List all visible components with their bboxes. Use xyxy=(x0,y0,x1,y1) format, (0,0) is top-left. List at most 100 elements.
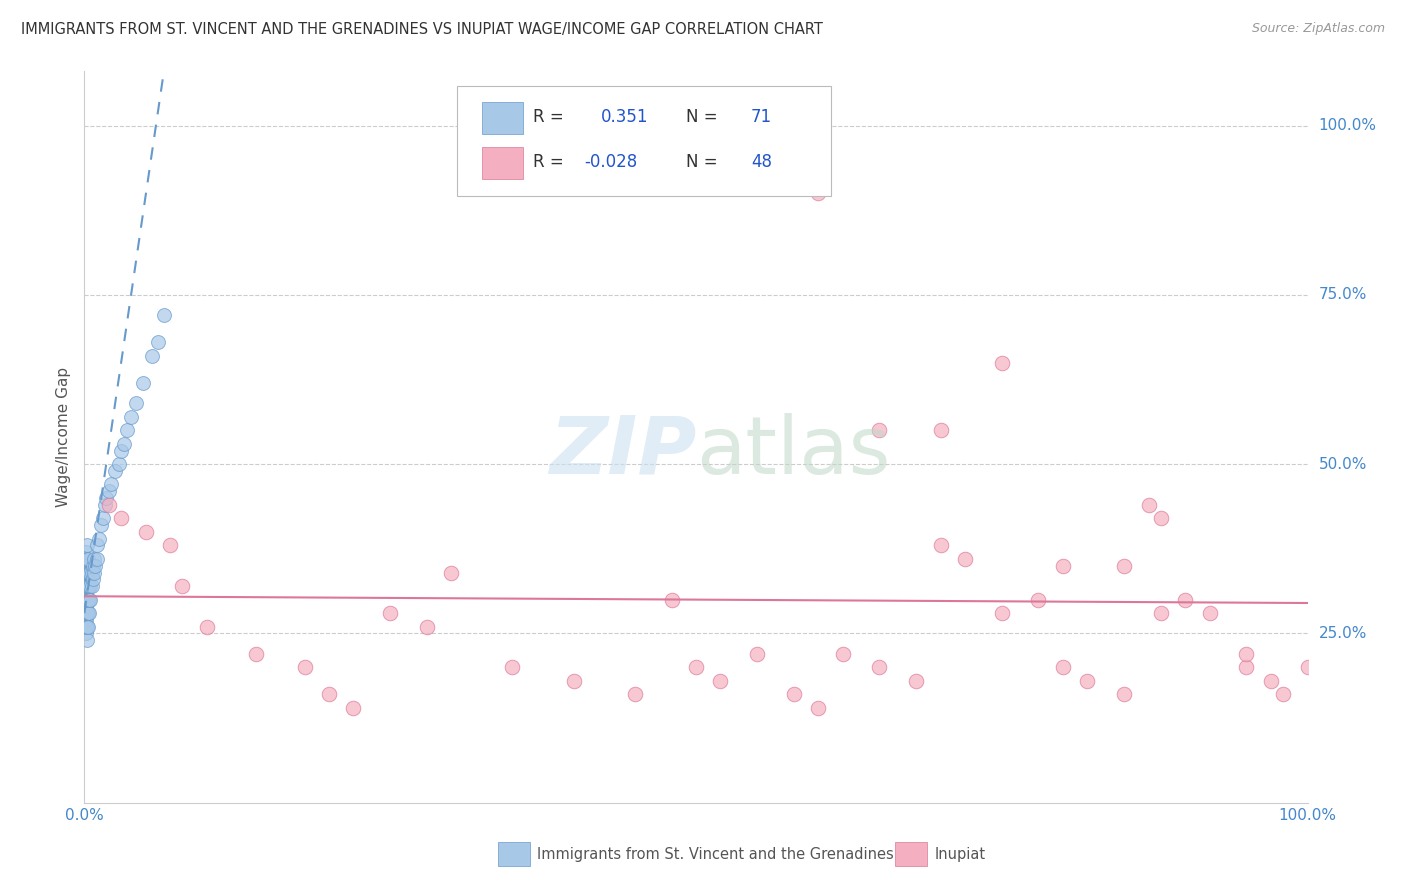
Text: Immigrants from St. Vincent and the Grenadines: Immigrants from St. Vincent and the Gren… xyxy=(537,847,894,862)
Point xyxy=(294,660,316,674)
Point xyxy=(905,673,928,688)
Point xyxy=(1236,647,1258,661)
Point xyxy=(1052,660,1074,674)
Point xyxy=(73,579,96,593)
Point xyxy=(86,552,108,566)
Point xyxy=(75,592,97,607)
Text: N =: N = xyxy=(686,109,723,127)
Point xyxy=(75,579,97,593)
Text: Inupiat: Inupiat xyxy=(935,847,986,862)
Text: -0.028: -0.028 xyxy=(585,153,638,171)
Point xyxy=(120,409,142,424)
Text: 0.351: 0.351 xyxy=(600,109,648,127)
Point xyxy=(1137,498,1160,512)
Point xyxy=(1150,606,1173,620)
Point xyxy=(91,511,114,525)
Point xyxy=(1260,673,1282,688)
Point xyxy=(75,586,97,600)
Point xyxy=(195,620,218,634)
Point xyxy=(73,592,96,607)
Point xyxy=(75,599,97,614)
Point xyxy=(1272,688,1295,702)
Point xyxy=(73,572,96,586)
Point xyxy=(73,586,96,600)
Point xyxy=(73,552,96,566)
Point xyxy=(624,688,647,702)
Point xyxy=(75,620,97,634)
Point xyxy=(76,579,98,593)
Point xyxy=(146,335,169,350)
Point xyxy=(82,572,104,586)
Point xyxy=(90,518,112,533)
Point xyxy=(77,606,100,620)
Point xyxy=(783,688,806,702)
Point xyxy=(79,592,101,607)
Point xyxy=(807,186,830,201)
Point xyxy=(991,606,1014,620)
Point xyxy=(77,592,100,607)
Point xyxy=(75,572,97,586)
Point xyxy=(77,552,100,566)
Point xyxy=(75,626,97,640)
Point xyxy=(73,566,96,580)
FancyBboxPatch shape xyxy=(482,102,523,135)
Point xyxy=(75,558,97,573)
Point xyxy=(929,538,952,552)
Point xyxy=(1236,660,1258,674)
Point xyxy=(929,423,952,437)
Text: 48: 48 xyxy=(751,153,772,171)
Point xyxy=(84,558,107,573)
Point xyxy=(77,606,100,620)
FancyBboxPatch shape xyxy=(457,86,831,195)
Point xyxy=(869,423,891,437)
Point xyxy=(110,511,132,525)
Point xyxy=(1076,673,1098,688)
Point xyxy=(77,566,100,580)
Point xyxy=(100,477,122,491)
Point xyxy=(76,538,98,552)
Point xyxy=(991,355,1014,369)
Point xyxy=(1198,606,1220,620)
Y-axis label: Wage/Income Gap: Wage/Income Gap xyxy=(56,367,72,508)
Point xyxy=(75,566,97,580)
Text: atlas: atlas xyxy=(696,413,890,491)
Point xyxy=(107,457,129,471)
Point xyxy=(831,647,853,661)
Text: N =: N = xyxy=(686,153,723,171)
Point xyxy=(76,592,98,607)
Point xyxy=(73,599,96,614)
Point xyxy=(87,532,110,546)
Point xyxy=(141,349,163,363)
Point xyxy=(1174,592,1197,607)
Point xyxy=(77,566,100,580)
Point xyxy=(76,552,98,566)
Point xyxy=(77,592,100,607)
Point xyxy=(135,524,157,539)
Point xyxy=(83,566,105,580)
Point xyxy=(502,660,524,674)
Point xyxy=(96,491,118,505)
Point xyxy=(416,620,439,634)
Point xyxy=(77,579,100,593)
Point xyxy=(80,566,103,580)
Text: 75.0%: 75.0% xyxy=(1319,287,1367,302)
Point xyxy=(153,308,176,322)
Point xyxy=(82,558,104,573)
Point xyxy=(1052,558,1074,573)
FancyBboxPatch shape xyxy=(896,841,927,866)
Point xyxy=(1028,592,1050,607)
Text: 25.0%: 25.0% xyxy=(1319,626,1367,641)
Point xyxy=(94,498,117,512)
Point xyxy=(807,701,830,715)
Point xyxy=(76,566,98,580)
Point xyxy=(245,647,267,661)
Text: IMMIGRANTS FROM ST. VINCENT AND THE GRENADINES VS INUPIAT WAGE/INCOME GAP CORREL: IMMIGRANTS FROM ST. VINCENT AND THE GREN… xyxy=(21,22,823,37)
Point xyxy=(79,566,101,580)
Point xyxy=(318,688,340,702)
Point xyxy=(76,620,98,634)
FancyBboxPatch shape xyxy=(482,146,523,179)
Point xyxy=(661,592,683,607)
Point xyxy=(1114,688,1136,702)
Point xyxy=(125,396,148,410)
Text: 100.0%: 100.0% xyxy=(1319,118,1376,133)
